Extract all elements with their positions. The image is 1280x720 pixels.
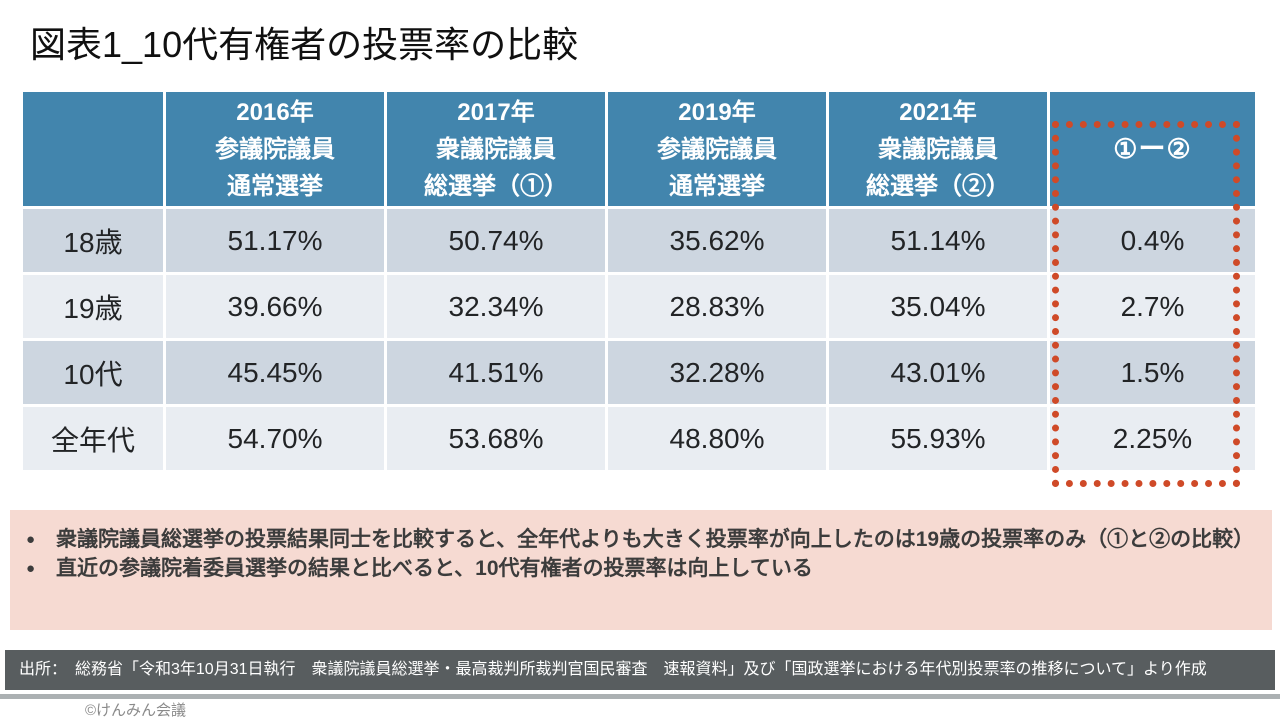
table-cell: 51.14% (829, 209, 1047, 272)
table-row-teens: 10代 45.45% 41.51% 32.28% 43.01% 1.5% (23, 341, 1255, 404)
table-cell: 51.17% (166, 209, 384, 272)
row-label: 10代 (23, 341, 163, 404)
bullet-text: 直近の参議院着委員選挙の結果と比べると、10代有権者の投票率は向上している (56, 557, 813, 581)
table-cell: 32.34% (387, 275, 605, 338)
table-row-18: 18歳 51.17% 50.74% 35.62% 51.14% 0.4% (23, 209, 1255, 272)
corner-cell (23, 92, 163, 206)
table-cell: 2.7% (1050, 275, 1255, 338)
row-label: 18歳 (23, 209, 163, 272)
bullet-text: 衆議院議員総選挙の投票結果同士を比較すると、全年代よりも大きく投票率が向上したの… (56, 528, 1255, 551)
column-header-2016: 2016年 参議院議員 通常選挙 (166, 92, 384, 206)
copyright-text: ©けんみん会議 (85, 702, 187, 719)
column-header-2021: 2021年 衆議院議員 総選挙（②） (829, 92, 1047, 206)
row-label: 全年代 (23, 407, 163, 470)
table-cell: 41.51% (387, 341, 605, 404)
column-header-2019: 2019年 参議院議員 通常選挙 (608, 92, 826, 206)
voting-rate-table: 2016年 参議院議員 通常選挙 2017年 衆議院議員 総選挙（①） 2019… (20, 89, 1258, 473)
table-cell: 32.28% (608, 341, 826, 404)
column-header-difference: ①ー② (1050, 92, 1255, 206)
table-row-all-ages: 全年代 54.70% 53.68% 48.80% 55.93% 2.25% (23, 407, 1255, 470)
slide-bottom-divider (0, 694, 1280, 699)
column-header-2017: 2017年 衆議院議員 総選挙（①） (387, 92, 605, 206)
bullet-icon: ● (26, 560, 36, 578)
bullet-item: ● 衆議院議員総選挙の投票結果同士を比較すると、全年代よりも大きく投票率が向上し… (26, 525, 1254, 554)
source-bar: 出所： 総務省「令和3年10月31日執行 衆議院議員総選挙・最高裁判所裁判官国民… (5, 650, 1275, 690)
notes-box: ● 衆議院議員総選挙の投票結果同士を比較すると、全年代よりも大きく投票率が向上し… (10, 510, 1272, 630)
table-cell: 55.93% (829, 407, 1047, 470)
table-cell: 45.45% (166, 341, 384, 404)
table-cell: 53.68% (387, 407, 605, 470)
row-label: 19歳 (23, 275, 163, 338)
source-text: 出所： 総務省「令和3年10月31日執行 衆議院議員総選挙・最高裁判所裁判官国民… (19, 661, 1207, 678)
table-cell: 1.5% (1050, 341, 1255, 404)
table-cell: 35.04% (829, 275, 1047, 338)
table-cell: 43.01% (829, 341, 1047, 404)
table-row-19: 19歳 39.66% 32.34% 28.83% 35.04% 2.7% (23, 275, 1255, 338)
bullet-item: ● 直近の参議院着委員選挙の結果と比べると、10代有権者の投票率は向上している (26, 554, 1254, 583)
table-cell: 28.83% (608, 275, 826, 338)
table-header-row: 2016年 参議院議員 通常選挙 2017年 衆議院議員 総選挙（①） 2019… (23, 92, 1255, 206)
table-cell: 48.80% (608, 407, 826, 470)
page-title: 図表1_10代有権者の投票率の比較 (30, 24, 579, 65)
table-cell: 54.70% (166, 407, 384, 470)
table-cell: 2.25% (1050, 407, 1255, 470)
table-cell: 50.74% (387, 209, 605, 272)
bullet-icon: ● (26, 531, 36, 548)
table-cell: 39.66% (166, 275, 384, 338)
table-cell: 35.62% (608, 209, 826, 272)
table-cell: 0.4% (1050, 209, 1255, 272)
